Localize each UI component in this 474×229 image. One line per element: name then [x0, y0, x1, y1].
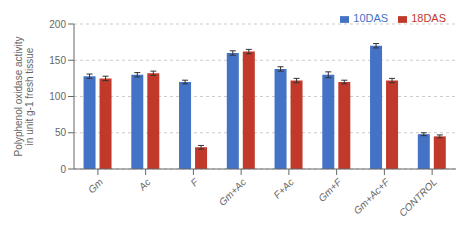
- svg-text:F: F: [188, 176, 201, 189]
- svg-text:Gm+F: Gm+F: [316, 176, 344, 204]
- svg-text:Ac: Ac: [136, 176, 153, 193]
- html-text:18DAS: 18DAS: [411, 12, 446, 24]
- svg-text:50: 50: [55, 127, 67, 138]
- svg-text:200: 200: [49, 19, 66, 30]
- svg-text:Gm+Ac+F: Gm+Ac+F: [351, 176, 392, 217]
- svg-text:Gm+Ac: Gm+Ac: [217, 176, 249, 208]
- svg-text:Polyphenol oxidase activityin: Polyphenol oxidase activityin unit g-1 f…: [13, 36, 35, 156]
- svg-text:150: 150: [49, 55, 66, 66]
- svg-text:0: 0: [60, 164, 66, 175]
- html-text:10DAS: 10DAS: [353, 12, 389, 24]
- svg-text:F+Ac: F+Ac: [271, 176, 295, 200]
- svg-text:Gm: Gm: [86, 176, 105, 195]
- svg-text:CONTROL: CONTROL: [397, 176, 439, 218]
- svg-text:100: 100: [49, 91, 66, 102]
